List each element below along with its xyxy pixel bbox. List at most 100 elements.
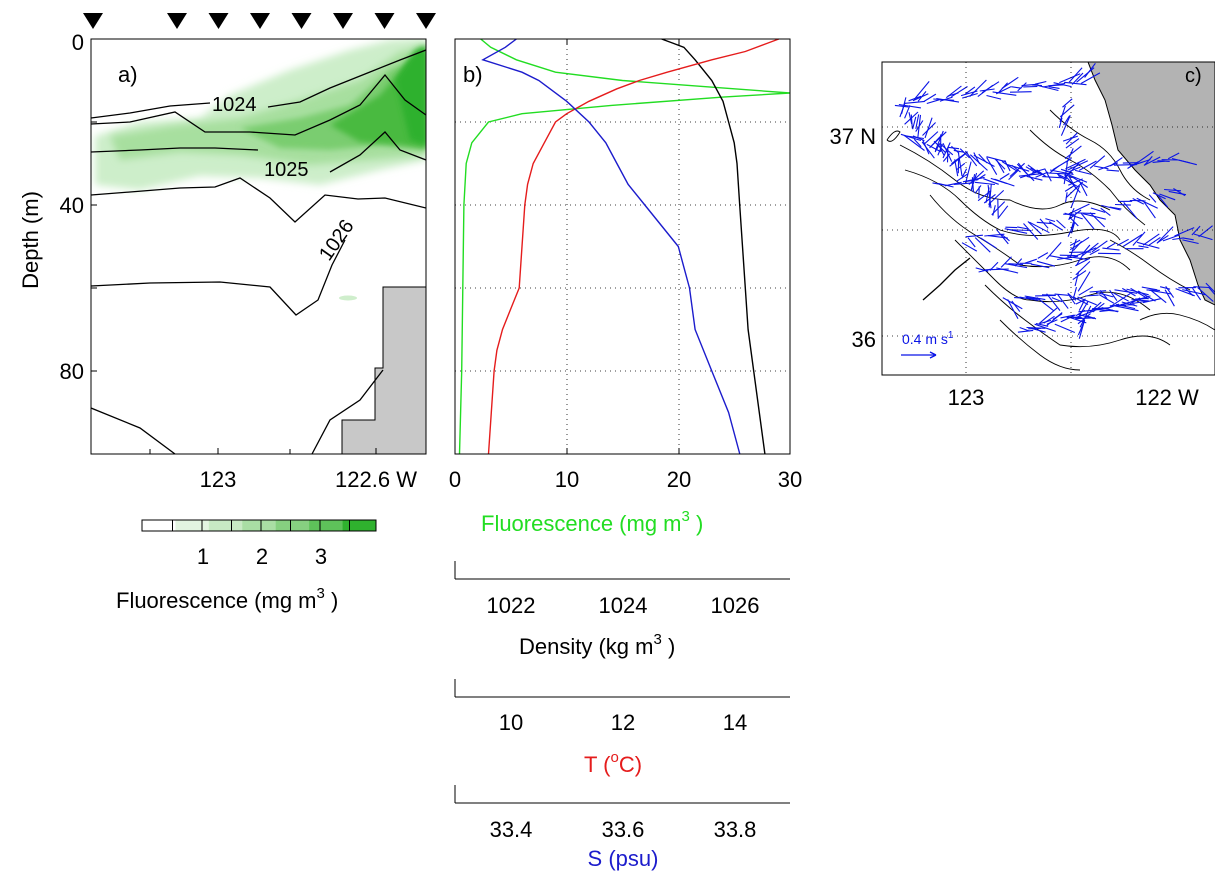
colorbar-segment [242,520,277,531]
current-vector [1019,326,1030,332]
current-vector [1011,300,1021,312]
station-marker [374,13,395,29]
current-vector [1008,263,1024,266]
current-vector [1059,105,1066,122]
current-vector [994,178,1015,187]
current-vector [910,114,913,129]
current-vector [1007,299,1019,320]
current-vector [1136,295,1151,301]
current-vector [1159,193,1176,201]
current-vector [1089,290,1107,293]
panel-a-ticks [91,38,377,454]
current-vector [1009,91,1032,93]
colorbar-segment [275,520,310,531]
current-vector [974,237,991,253]
current-vector [1165,285,1175,298]
current-vector [899,102,906,118]
current-vector [1159,286,1171,290]
current-vector [1079,182,1088,197]
panel-c-axes [881,61,1215,376]
current-vector [965,161,972,184]
current-vector [1068,207,1075,221]
map-x-tick-123: 123 [948,385,985,410]
current-vector [1197,287,1214,302]
current-vector [1078,286,1094,296]
current-vector [1045,242,1062,260]
y-tick-40: 40 [60,193,84,218]
current-vector [1032,168,1046,174]
current-vector [1080,72,1101,84]
station-marker [167,13,187,29]
current-vector [1056,219,1066,229]
current-vector [987,235,1008,239]
current-vector [1078,298,1086,311]
current-vector [1043,315,1055,324]
current-vector [1064,185,1075,192]
current-vector [1067,160,1089,171]
current-vector [913,81,930,100]
temp-tick-12: 12 [611,710,635,735]
current-vector [1039,218,1049,229]
current-vector [995,159,1005,174]
current-vector [944,181,962,187]
current-vector [1167,152,1180,160]
current-vector [912,135,925,142]
current-vector [1063,162,1068,185]
current-vector [921,141,935,159]
current-vector [1062,98,1073,108]
profile-density [661,38,766,455]
current-vector [1049,255,1073,261]
profile-s [481,38,741,455]
current-vector [1141,286,1158,291]
current-vector [1122,287,1136,297]
current-vector [1024,258,1037,264]
current-vector [961,168,968,179]
current-vector [1089,155,1106,169]
current-vector [1109,157,1123,167]
current-vector [1123,202,1138,219]
current-vector [1173,188,1186,197]
temp-tick-14: 14 [723,710,747,735]
station-marker [333,13,353,29]
current-vector [986,94,1002,100]
panel-b-ticks [566,39,680,454]
current-vector [1131,299,1149,302]
current-vector [931,131,947,146]
current-vector [1072,270,1087,281]
current-vector [997,205,1009,220]
station-marker [291,13,312,29]
current-vector [1024,295,1046,301]
current-vector [1162,234,1180,242]
current-vector [1100,207,1111,217]
current-vector [1157,234,1169,244]
current-vector [1192,287,1202,301]
current-vector [1064,162,1080,179]
fluor-tick-10: 10 [555,467,579,492]
station-marker [250,13,270,29]
current-vector [989,261,999,271]
current-vector [1011,86,1022,89]
current-vector [942,142,951,159]
x-tick-123: 123 [200,467,237,492]
land-coast [1087,62,1215,306]
current-vector [1060,314,1075,319]
current-vector [1034,323,1056,332]
current-vector [1030,263,1050,269]
current-vector [1148,194,1157,203]
panel-a-axes [90,38,427,455]
current-vector [1132,198,1145,205]
density-tick-1022: 1022 [487,593,536,618]
station-marker [83,13,103,29]
salinity-axis-label: S (psu) [588,846,659,871]
current-vector [1149,289,1172,295]
current-vector [912,93,929,102]
current-vector [1191,225,1201,236]
current-vector [912,116,917,130]
current-vector [903,135,924,140]
current-vector [1158,195,1169,208]
current-vector [1057,294,1069,309]
current-vector [1042,176,1063,179]
profile-t [487,38,780,455]
current-vector [1064,81,1087,86]
current-vector [1081,242,1099,257]
